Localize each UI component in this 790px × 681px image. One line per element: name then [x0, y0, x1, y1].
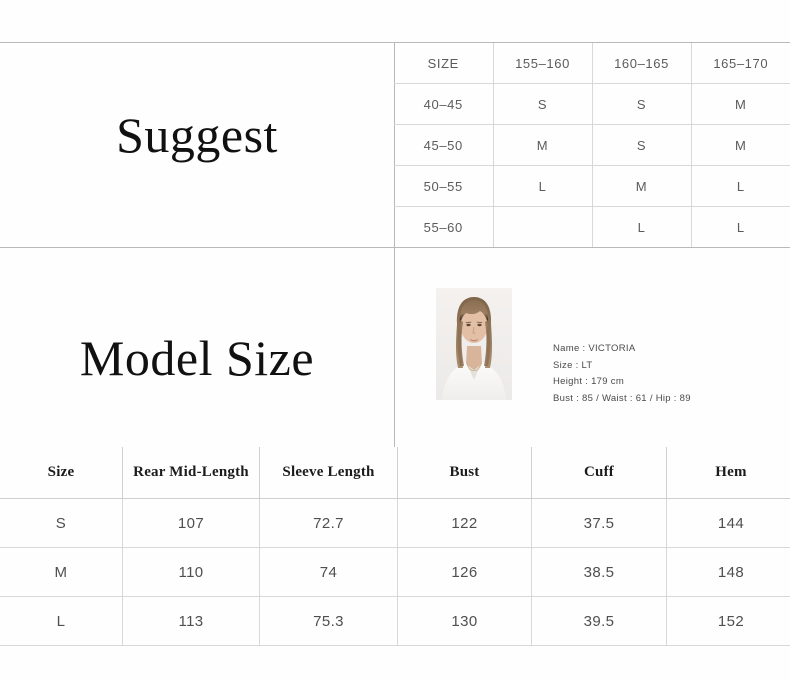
suggest-cell: S — [493, 83, 593, 125]
measure-cell-cuff: 38.5 — [531, 547, 667, 597]
suggest-cell: M — [691, 124, 790, 166]
measure-cell-sleeve-length: 72.7 — [259, 498, 398, 548]
table-row: 40–45 S S M — [394, 83, 790, 125]
suggest-size-table: SIZE 155–160 160–165 165–170 40–45 S S M… — [394, 43, 790, 247]
model-photo — [436, 288, 512, 400]
measure-header-cuff: Cuff — [531, 447, 667, 499]
measure-cell-size: L — [0, 596, 123, 646]
suggest-cell: M — [493, 124, 593, 166]
table-row: M 110 74 126 38.5 148 — [0, 547, 790, 597]
top-rule — [0, 42, 790, 43]
suggest-cell: M — [592, 165, 692, 207]
measure-cell-rear-mid-length: 110 — [122, 547, 260, 597]
table-row: 50–55 L M L — [394, 165, 790, 207]
suggest-column-header: 160–165 — [592, 43, 692, 84]
suggest-cell: L — [493, 165, 593, 207]
measure-cell-hem: 152 — [666, 596, 790, 646]
measure-cell-size: M — [0, 547, 123, 597]
suggest-row-label: 40–45 — [394, 83, 494, 125]
measure-cell-rear-mid-length: 107 — [122, 498, 260, 548]
suggest-row-label: 50–55 — [394, 165, 494, 207]
measure-header-size: Size — [0, 447, 123, 499]
suggest-column-header: 155–160 — [493, 43, 593, 84]
measure-cell-cuff: 39.5 — [531, 596, 667, 646]
model-info-block: Name : VICTORIA Size : LT Height : 179 c… — [553, 341, 691, 407]
measure-cell-bust: 126 — [397, 547, 532, 597]
suggest-heading: Suggest — [116, 107, 278, 163]
suggest-cell: S — [592, 124, 692, 166]
suggest-cell — [493, 206, 593, 247]
measure-cell-bust: 130 — [397, 596, 532, 646]
model-info-height: Height : 179 cm — [553, 376, 625, 387]
measure-cell-cuff: 37.5 — [531, 498, 667, 548]
table-row: 55–60 L L — [394, 206, 790, 247]
measurement-table: Size Rear Mid-Length Sleeve Length Bust … — [0, 447, 790, 646]
table-header-row: Size Rear Mid-Length Sleeve Length Bust … — [0, 447, 790, 499]
table-row: L 113 75.3 130 39.5 152 — [0, 596, 790, 646]
suggest-column-header: 165–170 — [691, 43, 790, 84]
measure-cell-hem: 144 — [666, 498, 790, 548]
measure-cell-sleeve-length: 75.3 — [259, 596, 398, 646]
measure-cell-hem: 148 — [666, 547, 790, 597]
table-row: 45–50 M S M — [394, 124, 790, 166]
measure-cell-sleeve-length: 74 — [259, 547, 398, 597]
suggest-row-label: 55–60 — [394, 206, 494, 247]
model-info-name: Name : VICTORIA — [553, 343, 636, 354]
model-size-heading: Model Size — [79, 330, 315, 386]
measure-header-sleeve-length: Sleeve Length — [259, 447, 398, 499]
measure-cell-bust: 122 — [397, 498, 532, 548]
suggest-row-label: 45–50 — [394, 124, 494, 166]
suggest-cell: M — [691, 83, 790, 125]
model-info-size: Size : LT — [553, 359, 593, 371]
measure-header-rear-mid-length: Rear Mid-Length — [122, 447, 260, 499]
suggest-cell: L — [592, 206, 692, 247]
measure-header-bust: Bust — [397, 447, 532, 499]
suggest-cell: L — [736, 219, 745, 235]
model-portrait-illustration — [436, 288, 512, 400]
suggest-section-rule — [0, 247, 790, 248]
suggest-cell: S — [592, 83, 692, 125]
model-info-measurements: Bust : 85 / Waist : 61 / Hip : 89 — [553, 392, 691, 404]
measure-cell-rear-mid-length: 113 — [122, 596, 260, 646]
measure-header-hem: Hem — [666, 447, 790, 499]
suggest-corner-label: SIZE — [394, 43, 494, 84]
suggest-cell: L — [691, 165, 790, 207]
measure-cell-size: S — [0, 498, 123, 548]
table-header-row: SIZE 155–160 160–165 165–170 — [394, 43, 790, 84]
table-row: S 107 72.7 122 37.5 144 — [0, 498, 790, 548]
